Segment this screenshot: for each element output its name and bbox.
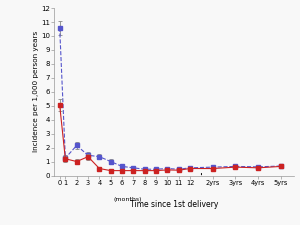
X-axis label: Time since 1st delivery: Time since 1st delivery [130, 200, 218, 209]
Y-axis label: Incidence per 1,000 person years: Incidence per 1,000 person years [33, 31, 39, 152]
Text: (months): (months) [113, 197, 142, 202]
